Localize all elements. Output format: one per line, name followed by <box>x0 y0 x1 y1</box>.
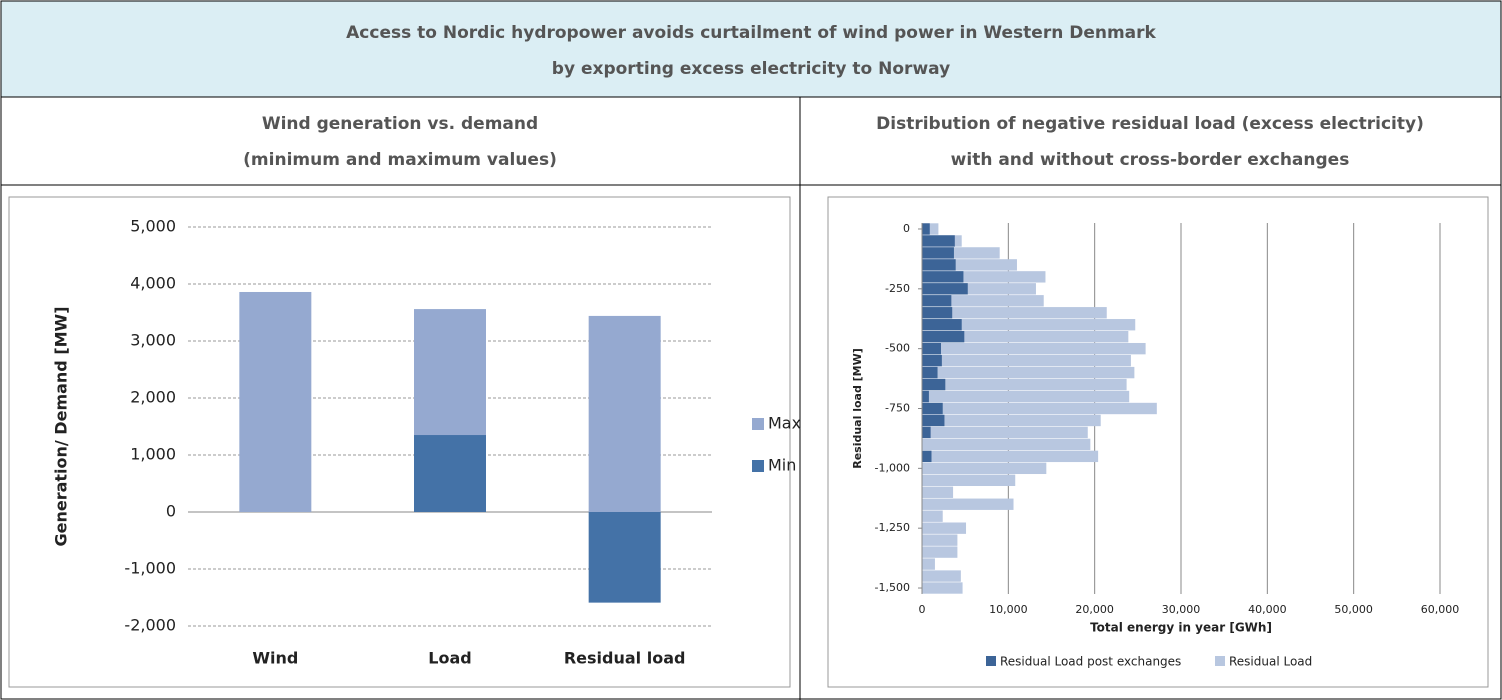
y-tick-label: 0 <box>903 222 910 235</box>
x-tick-label: 20,000 <box>1075 603 1114 616</box>
bar <box>922 390 929 403</box>
x-tick-label: Load <box>428 649 471 668</box>
bar <box>922 354 942 367</box>
x-tick-label: 40,000 <box>1248 603 1287 616</box>
y-tick-label: 2,000 <box>130 388 176 407</box>
x-tick-label: Residual load <box>564 649 686 668</box>
bar <box>922 223 939 235</box>
legend-label: Max <box>768 414 801 433</box>
column-title: with and without cross-border exchanges <box>951 150 1350 170</box>
bar <box>922 534 958 546</box>
bar <box>922 390 1130 403</box>
bar <box>922 426 1088 439</box>
y-tick-label: -250 <box>885 282 910 295</box>
y-tick-label: 1,000 <box>130 445 176 464</box>
y-axis-title: Residual load [MW] <box>851 348 864 469</box>
bar <box>922 426 931 439</box>
bar <box>922 522 967 534</box>
legend-swatch <box>986 656 996 666</box>
bar <box>922 498 1014 510</box>
bar <box>922 331 965 343</box>
legend-label: Residual Load post exchanges <box>1000 655 1181 669</box>
column-title: Distribution of negative residual load (… <box>876 114 1424 134</box>
y-tick-label: -1,000 <box>124 559 176 578</box>
y-tick-label: 5,000 <box>130 217 176 236</box>
bar <box>922 342 941 355</box>
bar <box>922 283 1036 295</box>
y-tick-label: -2,000 <box>124 616 176 635</box>
y-tick-label: -1,000 <box>875 461 910 474</box>
bar <box>922 307 953 319</box>
bar <box>922 295 1044 307</box>
legend-label: Min <box>768 456 796 475</box>
column-title: Wind generation vs. demand <box>262 114 538 134</box>
bar <box>922 438 1091 451</box>
chart-panel <box>8 196 791 688</box>
bar <box>922 366 1135 379</box>
bar <box>922 319 1136 331</box>
bar <box>922 319 962 331</box>
x-tick-label: Wind <box>252 649 298 668</box>
x-axis-title: Total energy in year [GWh] <box>1090 621 1272 635</box>
bar <box>922 402 943 415</box>
bar <box>922 342 1146 355</box>
bar <box>922 331 1129 343</box>
bar <box>922 582 963 594</box>
bar <box>922 474 1016 486</box>
legend-swatch <box>752 460 764 472</box>
y-tick-label: 3,000 <box>130 331 176 350</box>
bar <box>922 295 952 307</box>
bar <box>922 450 1099 463</box>
column-title: (minimum and maximum values) <box>243 150 557 170</box>
bar <box>922 558 935 570</box>
bar <box>922 510 943 522</box>
bar <box>922 283 968 295</box>
bar <box>922 354 1131 367</box>
bar <box>588 315 661 512</box>
bar <box>922 247 954 259</box>
bar <box>922 223 930 235</box>
bar <box>922 259 956 271</box>
y-tick-label: 0 <box>166 502 176 521</box>
bar <box>922 462 1047 475</box>
bar <box>922 378 946 391</box>
y-tick-label: 4,000 <box>130 274 176 293</box>
bar <box>922 271 1046 283</box>
y-tick-label: -1,500 <box>875 581 910 594</box>
bar <box>922 235 955 247</box>
bar <box>922 414 1101 427</box>
bar <box>922 259 1017 271</box>
bar <box>922 247 1000 259</box>
bar <box>922 546 958 558</box>
bar <box>922 378 1127 391</box>
x-tick-label: 30,000 <box>1162 603 1201 616</box>
bar <box>922 414 945 427</box>
y-tick-label: -1,250 <box>875 521 910 534</box>
bar <box>922 450 932 463</box>
bar <box>414 435 486 512</box>
y-axis-title: Generation/ Demand [MW] <box>52 306 71 546</box>
title: Access to Nordic hydropower avoids curta… <box>346 23 1156 43</box>
bar <box>922 486 954 498</box>
bar <box>922 307 1107 319</box>
title: by exporting excess electricity to Norwa… <box>552 59 950 79</box>
x-tick-label: 0 <box>919 603 926 616</box>
x-tick-label: 60,000 <box>1421 603 1460 616</box>
bar <box>239 291 312 512</box>
x-tick-label: 10,000 <box>989 603 1028 616</box>
bar <box>922 402 1157 415</box>
y-tick-label: -750 <box>885 402 910 415</box>
legend-swatch <box>752 418 764 430</box>
bar <box>922 271 964 283</box>
legend-swatch <box>1215 656 1225 666</box>
bar <box>922 366 938 379</box>
x-tick-label: 50,000 <box>1334 603 1373 616</box>
title-band <box>0 0 1502 98</box>
bar <box>588 512 661 603</box>
y-tick-label: -500 <box>885 342 910 355</box>
legend-label: Residual Load <box>1229 655 1312 669</box>
bar <box>922 570 961 582</box>
